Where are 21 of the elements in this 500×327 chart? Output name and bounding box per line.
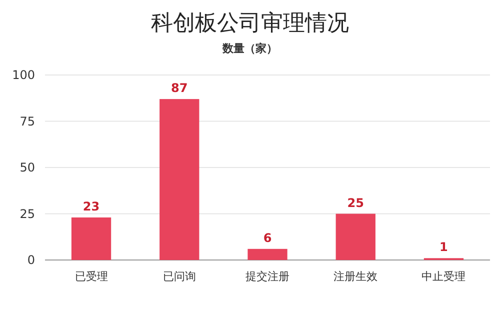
- x-tick-label: 中止受理: [422, 270, 466, 283]
- data-label: 23: [82, 199, 100, 214]
- y-tick-label: 25: [20, 206, 35, 221]
- x-tick-label: 已问询: [162, 270, 196, 283]
- data-label: 25: [347, 196, 364, 210]
- chart-title: 科创板公司审理情况: [151, 11, 349, 36]
- bar: [71, 217, 112, 260]
- bar: [248, 248, 288, 260]
- y-tick-label: 50: [20, 160, 35, 175]
- y-tick-label: 75: [20, 114, 35, 128]
- x-tick-label: 已受理: [74, 270, 108, 283]
- x-tick-label: 提交注册: [246, 270, 290, 283]
- y-tick-label: 100: [12, 68, 35, 82]
- data-label: 87: [171, 81, 188, 96]
- bar: [160, 99, 200, 260]
- data-label: 1: [440, 240, 448, 254]
- y-tick-label: 0: [27, 253, 35, 268]
- data-label: 6: [263, 230, 272, 245]
- chart-subtitle: 数量（家）: [222, 42, 278, 55]
- x-tick-label: 注册生效: [334, 270, 378, 283]
- bar: [336, 214, 376, 260]
